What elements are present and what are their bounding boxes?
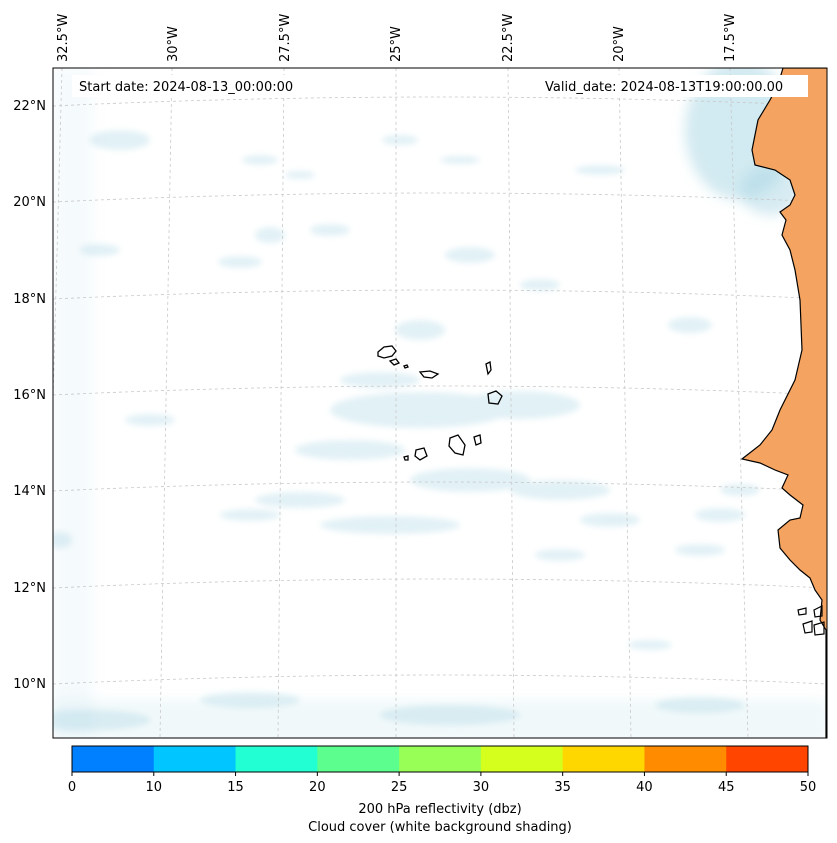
lat-label: 18°N bbox=[13, 292, 46, 307]
cloud-patch bbox=[580, 513, 640, 527]
start-date-label: Start date: 2024-08-13_00:00:00 bbox=[79, 80, 293, 95]
lon-label: 17.5°W bbox=[723, 14, 738, 62]
lon-label: 20°W bbox=[612, 26, 627, 62]
colorbar-segment bbox=[235, 746, 318, 772]
cloud-patch bbox=[520, 279, 560, 291]
parallel-line bbox=[53, 96, 827, 107]
colorbar-tick-label: 0 bbox=[68, 780, 76, 795]
valid-date-label: Valid_date: 2024-08-13T19:00:00.00 bbox=[545, 80, 783, 95]
cloud-patch bbox=[255, 492, 345, 508]
cloud-patch bbox=[218, 256, 262, 268]
lat-label: 12°N bbox=[13, 581, 46, 596]
latitude-labels: 22°N 20°N 18°N 16°N 14°N 12°N 10°N bbox=[13, 99, 46, 692]
cloud-patch bbox=[255, 227, 285, 243]
colorbar-segment bbox=[399, 746, 482, 772]
island-sao-vicente bbox=[388, 358, 401, 366]
colorbar-tick-label: 50 bbox=[800, 780, 817, 795]
valid-date-box bbox=[538, 75, 808, 97]
cloud-patch bbox=[720, 484, 760, 496]
cloud-patch bbox=[535, 549, 585, 561]
island-sal bbox=[485, 361, 492, 376]
parallel-line bbox=[53, 289, 827, 300]
colorbar-segment bbox=[153, 746, 237, 772]
colorbar-tick-label: 45 bbox=[718, 780, 735, 795]
lat-label: 20°N bbox=[13, 195, 46, 210]
cloud-patch bbox=[285, 171, 315, 179]
colorbar-sublabel: Cloud cover (white background shading) bbox=[308, 820, 572, 835]
map-gridlines bbox=[53, 68, 827, 738]
island-sao-nicolau bbox=[418, 370, 440, 379]
cloud-patch bbox=[320, 516, 460, 534]
start-date-box bbox=[72, 75, 317, 97]
lat-label: 14°N bbox=[13, 484, 46, 499]
island-santiago bbox=[448, 434, 466, 456]
cloud-patch bbox=[668, 317, 712, 333]
cloud-patch bbox=[242, 155, 278, 165]
colorbar-segment bbox=[480, 746, 564, 772]
lat-label: 10°N bbox=[13, 677, 46, 692]
island-santa-luzia bbox=[403, 364, 409, 369]
cloud-patch bbox=[675, 544, 725, 556]
cloud-patch bbox=[695, 508, 745, 522]
island-maio bbox=[473, 434, 482, 446]
colorbar-tick-label: 10 bbox=[146, 780, 163, 795]
longitude-labels: 32.5°W 30°W 27.5°W 25°W 22.5°W 20°W 17.5… bbox=[56, 14, 738, 62]
parallel-line bbox=[53, 192, 827, 203]
colorbar-segment bbox=[644, 746, 727, 772]
lat-label: 16°N bbox=[13, 388, 46, 403]
cloud-patch bbox=[628, 640, 672, 650]
colorbar-tick-label: 40 bbox=[636, 780, 653, 795]
colorbar-segment bbox=[72, 746, 155, 772]
cloud-patch bbox=[125, 414, 175, 426]
cloud-patch bbox=[510, 480, 610, 500]
cloud-patch bbox=[220, 509, 280, 521]
colorbar-label: 200 hPa reflectivity (dbz) bbox=[358, 802, 521, 817]
cloud-patch bbox=[90, 130, 150, 150]
cloud-patch bbox=[310, 224, 350, 236]
cape-verde-islands bbox=[377, 345, 503, 461]
lon-label: 32.5°W bbox=[56, 14, 71, 62]
colorbar-segment bbox=[562, 746, 645, 772]
cloud-patch bbox=[295, 440, 405, 460]
lon-label: 25°W bbox=[389, 26, 404, 62]
cloud-patch bbox=[395, 320, 445, 340]
colorbar-tick-label: 30 bbox=[473, 780, 490, 795]
cloud-patch bbox=[410, 468, 530, 492]
colorbar-segment bbox=[317, 746, 400, 772]
parallel-line bbox=[53, 578, 827, 589]
lat-label: 22°N bbox=[13, 99, 46, 114]
cloud-patch bbox=[440, 156, 480, 164]
colorbar-tick-label: 35 bbox=[554, 780, 571, 795]
colorbar-tick-label: 15 bbox=[227, 780, 244, 795]
parallel-line bbox=[53, 674, 827, 685]
coastal-islands bbox=[797, 605, 825, 636]
island-fogo bbox=[414, 447, 428, 461]
parallel-line bbox=[53, 481, 827, 492]
cloud-cover-coast bbox=[53, 68, 827, 738]
colorbar-tick-label: 25 bbox=[391, 780, 408, 795]
island-santo-antao bbox=[377, 345, 397, 359]
island-boa-vista bbox=[487, 390, 503, 405]
island-brava bbox=[403, 455, 409, 461]
cloud-patch bbox=[575, 165, 625, 175]
lon-label: 22.5°W bbox=[501, 14, 516, 62]
lon-label: 27.5°W bbox=[278, 14, 293, 62]
cloud-patch bbox=[460, 391, 580, 419]
africa-land bbox=[740, 68, 827, 738]
parallel-line bbox=[53, 385, 827, 396]
lon-label: 30°W bbox=[166, 26, 181, 62]
colorbar-ticks: 0 10 15 20 25 30 35 40 45 50 bbox=[68, 772, 816, 795]
map-panel bbox=[53, 68, 827, 738]
colorbar-segment bbox=[726, 746, 809, 772]
cloud-patch bbox=[340, 372, 420, 388]
map-frame bbox=[52, 67, 828, 739]
colorbar-tick-label: 20 bbox=[309, 780, 326, 795]
colorbar-frame bbox=[71, 745, 809, 773]
cloud-patch bbox=[382, 135, 418, 145]
colorbar bbox=[72, 746, 809, 772]
cloud-patch bbox=[445, 247, 495, 263]
